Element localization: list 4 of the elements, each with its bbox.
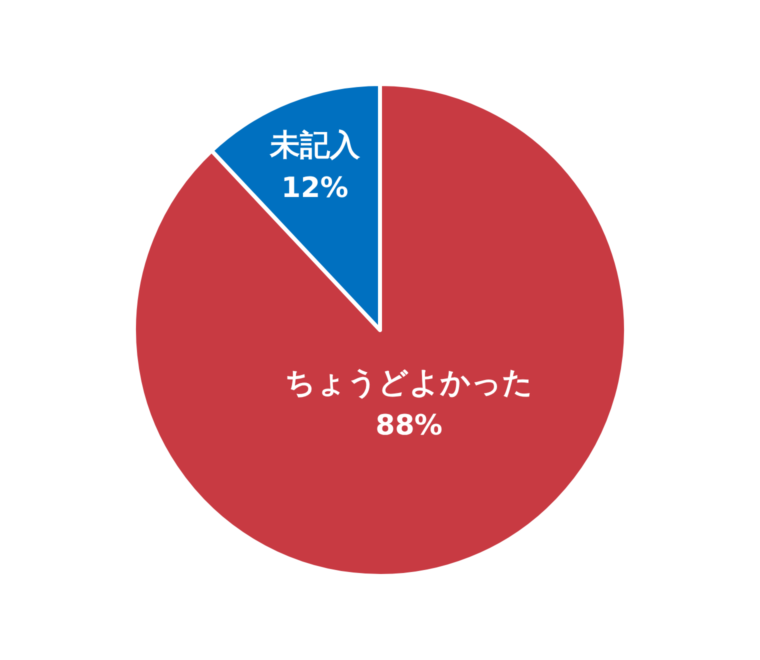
slice-label: ちょうどよかった bbox=[284, 366, 533, 401]
data-label: 88% bbox=[375, 408, 442, 442]
data-label: 12% bbox=[281, 170, 348, 204]
slice-label: 未記入 bbox=[268, 128, 361, 163]
